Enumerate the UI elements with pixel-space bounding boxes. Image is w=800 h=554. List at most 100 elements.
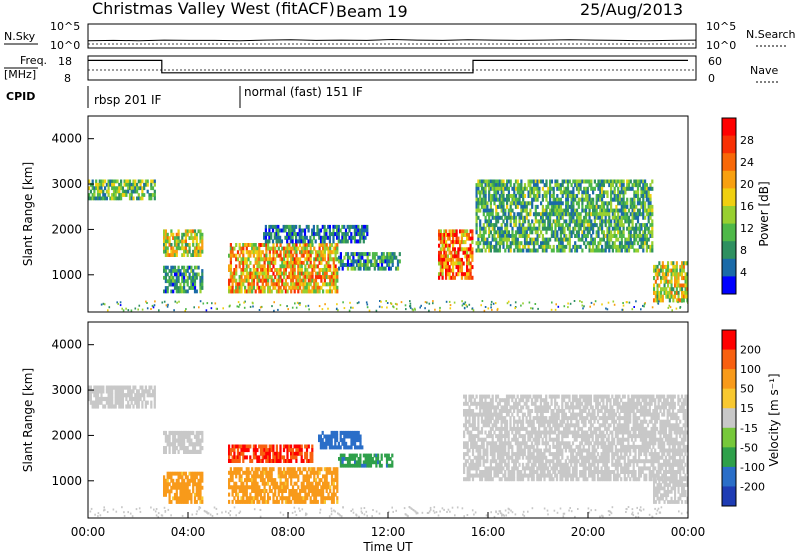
velocity-cell bbox=[464, 462, 467, 467]
power-cell bbox=[504, 230, 507, 235]
velocity-cell bbox=[188, 478, 191, 483]
power-cell bbox=[636, 194, 640, 198]
power-cell bbox=[532, 197, 536, 202]
power-cell bbox=[111, 179, 114, 184]
power-cell bbox=[597, 248, 600, 253]
power-cell bbox=[336, 228, 339, 233]
velocity-cell bbox=[163, 492, 166, 497]
power-cell bbox=[577, 183, 580, 188]
power-cell bbox=[284, 246, 287, 251]
power-cell bbox=[495, 194, 498, 198]
power-cell bbox=[570, 212, 573, 217]
velocity-cell bbox=[482, 452, 485, 457]
velocity-cell bbox=[500, 405, 503, 410]
power-cell bbox=[644, 194, 647, 198]
power-cell bbox=[654, 264, 657, 269]
velocity-cell bbox=[375, 457, 378, 461]
power-cell bbox=[439, 272, 442, 277]
power-cell bbox=[265, 282, 268, 287]
power-cell bbox=[592, 197, 595, 202]
power-cell bbox=[649, 234, 652, 238]
power-cell bbox=[311, 228, 314, 233]
power-cell bbox=[236, 257, 240, 262]
power-cell bbox=[527, 183, 530, 188]
power-cell bbox=[277, 268, 280, 272]
power-cell bbox=[249, 243, 252, 247]
power-cell bbox=[445, 257, 448, 262]
velocity-cell bbox=[242, 451, 245, 456]
velocity-cell bbox=[173, 471, 177, 476]
velocity-cell bbox=[279, 459, 282, 463]
power-cell bbox=[563, 179, 566, 184]
velocity-cell bbox=[377, 460, 380, 465]
velocity-cell bbox=[295, 444, 298, 449]
velocity-cell bbox=[272, 444, 275, 449]
power-cell bbox=[259, 253, 263, 258]
velocity-cell bbox=[177, 434, 180, 439]
power-cell bbox=[304, 257, 307, 262]
power-cell bbox=[651, 219, 654, 224]
power-cell bbox=[268, 260, 271, 265]
power-cell bbox=[545, 248, 548, 253]
power-cell bbox=[651, 306, 654, 309]
power-cell bbox=[595, 244, 598, 249]
power-cell bbox=[266, 232, 269, 237]
power-cell bbox=[252, 268, 255, 272]
power-cell bbox=[352, 259, 355, 264]
velocity-cell bbox=[192, 478, 195, 483]
power-cell bbox=[667, 264, 670, 269]
power-cell bbox=[550, 201, 553, 206]
power-cell bbox=[193, 286, 197, 290]
velocity-cell bbox=[263, 492, 266, 497]
velocity-cell bbox=[493, 405, 496, 410]
power-cell bbox=[238, 305, 240, 308]
velocity-cell bbox=[498, 455, 501, 460]
velocity-cell bbox=[468, 416, 471, 421]
power-cell bbox=[348, 224, 351, 229]
power-cell bbox=[145, 300, 147, 303]
power-cell bbox=[530, 307, 532, 310]
power-cell bbox=[286, 257, 289, 262]
power-cell bbox=[617, 190, 620, 195]
power-cell bbox=[275, 243, 279, 247]
power-cell bbox=[653, 290, 656, 295]
power-cell bbox=[477, 201, 480, 206]
power-cell bbox=[201, 232, 204, 237]
power-cell bbox=[175, 232, 178, 237]
velocity-cell bbox=[336, 445, 339, 450]
velocity-cell bbox=[231, 455, 234, 460]
velocity-cell bbox=[172, 438, 175, 443]
velocity-cell bbox=[471, 401, 475, 406]
power-cell bbox=[173, 272, 177, 277]
velocity-cell bbox=[127, 393, 130, 398]
power-cell bbox=[233, 275, 236, 280]
power-cell bbox=[295, 239, 298, 244]
power-cell bbox=[283, 285, 286, 290]
velocity-cell bbox=[105, 385, 108, 390]
velocity-cell bbox=[144, 404, 147, 409]
power-cell bbox=[283, 250, 286, 255]
power-cell bbox=[252, 275, 255, 280]
velocity-cell bbox=[96, 385, 100, 390]
power-cell bbox=[302, 253, 305, 258]
power-cell bbox=[635, 248, 638, 253]
velocity-cell bbox=[493, 448, 496, 453]
power-cell bbox=[346, 252, 350, 257]
power-cell bbox=[195, 249, 198, 254]
velocity-cell bbox=[89, 400, 92, 405]
velocity-cell bbox=[199, 475, 202, 480]
power-cell bbox=[247, 275, 250, 280]
power-cell bbox=[316, 253, 319, 258]
velocity-cell bbox=[150, 393, 153, 398]
power-cell bbox=[665, 276, 668, 281]
velocity-cell bbox=[125, 404, 128, 409]
power-cell bbox=[570, 208, 573, 213]
velocity-cell bbox=[121, 393, 124, 398]
power-cell bbox=[500, 186, 503, 191]
velocity-cell bbox=[242, 459, 245, 463]
power-cell bbox=[247, 257, 250, 262]
power-cell bbox=[536, 237, 539, 242]
velocity-cell bbox=[286, 459, 289, 463]
power-cell bbox=[306, 271, 309, 276]
power-cell bbox=[577, 230, 580, 235]
